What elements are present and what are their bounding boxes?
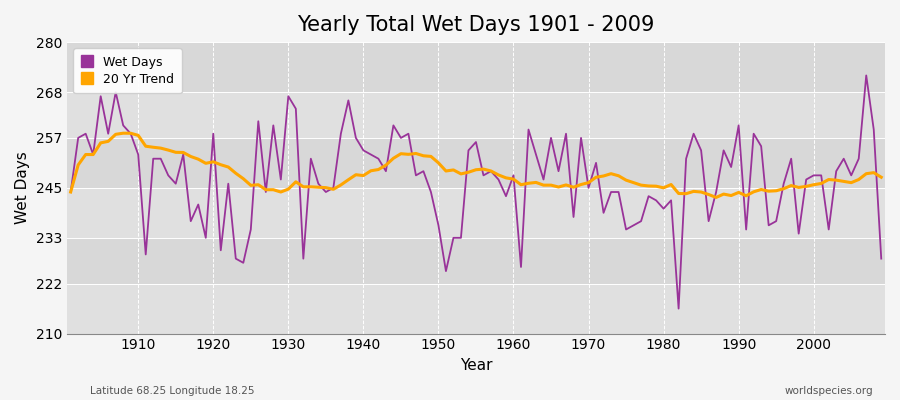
Title: Yearly Total Wet Days 1901 - 2009: Yearly Total Wet Days 1901 - 2009 — [297, 15, 654, 35]
Bar — [67, 284, 885, 334]
Bar — [67, 42, 885, 92]
Bar — [67, 92, 885, 138]
Legend: Wet Days, 20 Yr Trend: Wet Days, 20 Yr Trend — [73, 48, 182, 93]
Bar — [67, 238, 885, 284]
Bar — [67, 138, 885, 188]
Text: Latitude 68.25 Longitude 18.25: Latitude 68.25 Longitude 18.25 — [90, 386, 255, 396]
X-axis label: Year: Year — [460, 358, 492, 373]
Y-axis label: Wet Days: Wet Days — [15, 152, 30, 224]
Bar — [67, 188, 885, 238]
Text: worldspecies.org: worldspecies.org — [785, 386, 873, 396]
